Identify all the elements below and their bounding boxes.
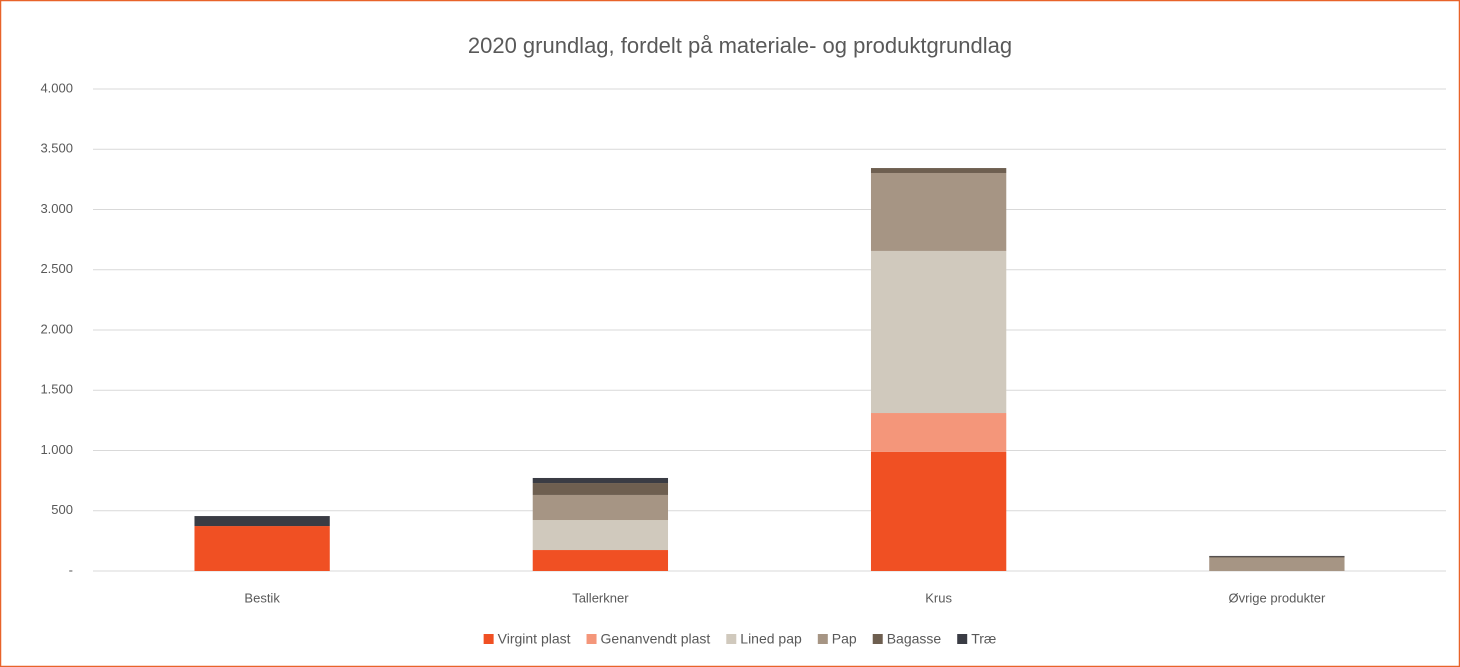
bar-segment (870, 168, 1007, 173)
legend-swatch (483, 634, 494, 644)
bar-segment (870, 172, 1007, 251)
legend-swatch (957, 634, 968, 644)
x-tick-label: Bestik (244, 590, 280, 605)
x-tick-label: Tallerkner (572, 590, 629, 605)
y-tick-label: 3.500 (40, 141, 73, 156)
bar-segment (1209, 557, 1345, 571)
bar-segment (194, 526, 330, 571)
x-tick-label: Krus (925, 590, 952, 605)
bar-segment (532, 550, 669, 571)
bar-segment (870, 413, 1007, 452)
bar-segment (870, 250, 1007, 414)
legend-label: Lined pap (740, 631, 802, 647)
y-tick-label: 500 (51, 502, 73, 517)
legend-label: Genanvendt plast (601, 631, 711, 647)
legend-swatch (817, 634, 828, 644)
y-tick-label: 1.000 (40, 442, 73, 457)
legend-swatch (726, 634, 737, 644)
legend-swatch (586, 634, 597, 644)
legend-label: Bagasse (887, 631, 942, 647)
bar-segment (532, 477, 669, 484)
y-tick-label: 2.500 (40, 261, 73, 276)
y-tick-label: 3.000 (40, 201, 73, 216)
legend-swatch (872, 634, 883, 644)
y-tick-label: - (69, 562, 73, 577)
chart-title: 2020 grundlag, fordelt på materiale- og … (468, 33, 1012, 58)
y-tick-label: 2.000 (40, 321, 73, 336)
legend-label: Pap (832, 631, 857, 647)
bar-segment (532, 520, 669, 551)
bar-segment (532, 483, 669, 495)
legend-label: Træ (971, 631, 996, 647)
bar-segment (870, 451, 1007, 571)
bar-segment (194, 516, 330, 527)
x-tick-label: Øvrige produkter (1228, 590, 1325, 605)
legend-label: Virgint plast (498, 631, 571, 647)
bar-segment (1209, 555, 1345, 557)
y-tick-label: 1.500 (40, 382, 73, 397)
bar-segment (532, 494, 669, 521)
bar-segment (1209, 556, 1345, 558)
y-tick-label: 4.000 (40, 80, 73, 95)
